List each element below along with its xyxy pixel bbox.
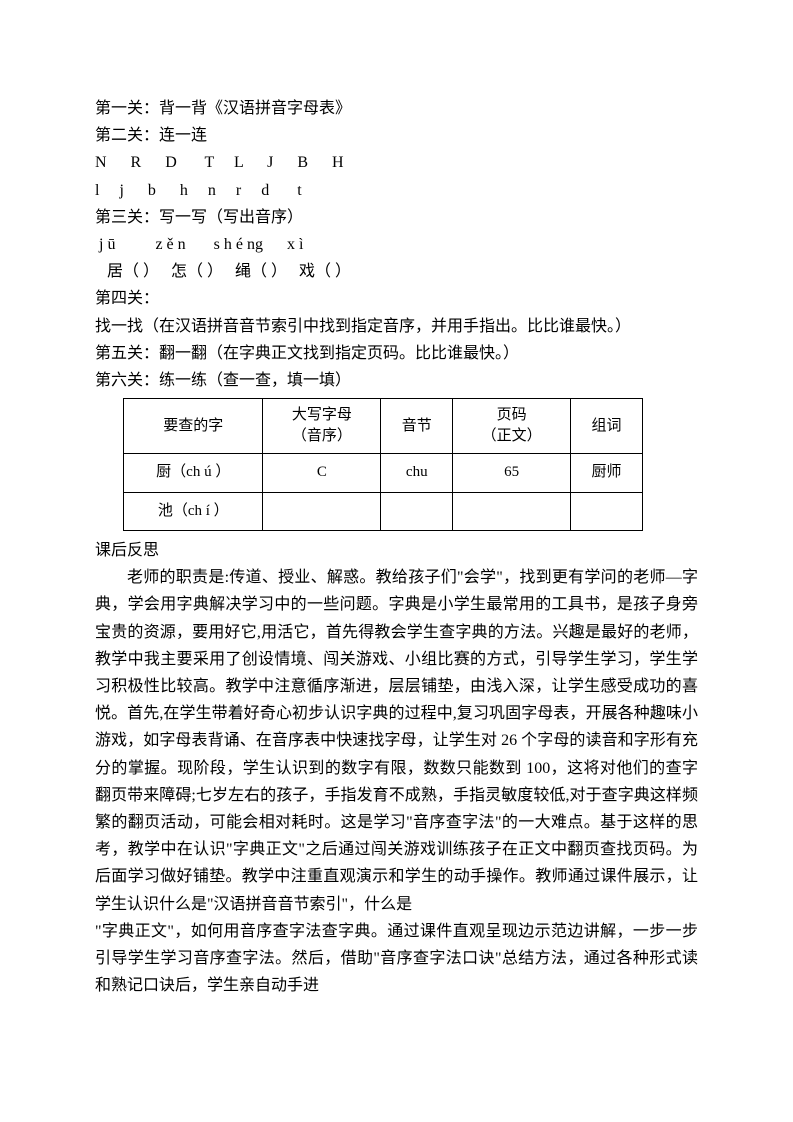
cell-syllable [381, 492, 453, 531]
table-row: 厨（ch ú ） C chu 65 厨师 [124, 454, 643, 493]
reflection-paragraph-2: "字典正文"，如何用音序查字法查字典。通过课件直观呈现边示范边讲解，一步一步引导… [95, 918, 698, 1000]
th-page: 页码 （正文） [453, 399, 571, 454]
cell-char: 池（ch í ） [124, 492, 263, 531]
level5-title: 第五关：翻一翻（在字典正文找到指定页码。比比谁最快。） [95, 340, 698, 367]
th-page-line1: 页码 [497, 407, 527, 423]
cell-letter: C [263, 454, 381, 493]
level4-title: 第四关： [95, 285, 698, 312]
table-header-row: 要查的字 大写字母 （音序） 音节 页码 （正文） 组词 [124, 399, 643, 454]
cell-page [453, 492, 571, 531]
th-syllable: 音节 [381, 399, 453, 454]
th-char: 要查的字 [124, 399, 263, 454]
level1-title: 第一关：背一背《汉语拼音字母表》 [95, 95, 698, 122]
table-row: 池（ch í ） [124, 492, 643, 531]
level2-title: 第二关：连一连 [95, 122, 698, 149]
level4-desc: 找一找（在汉语拼音音节索引中找到指定音序，并用手指出。比比谁最快。） [95, 313, 698, 340]
cell-syllable: chu [381, 454, 453, 493]
cell-word [571, 492, 643, 531]
reflection-title: 课后反思 [95, 537, 698, 564]
th-letter-line2: （音序） [292, 428, 352, 444]
cell-page: 65 [453, 454, 571, 493]
lookup-table: 要查的字 大写字母 （音序） 音节 页码 （正文） 组词 厨（ch ú ） C … [123, 398, 643, 531]
cell-word: 厨师 [571, 454, 643, 493]
lowercase-row: l j b h n r d t [95, 177, 698, 204]
th-page-line2: （正文） [482, 428, 542, 444]
th-word: 组词 [571, 399, 643, 454]
th-letter-line1: 大写字母 [292, 407, 352, 423]
level3-title: 第三关：写一写（写出音序） [95, 204, 698, 231]
cell-char: 厨（ch ú ） [124, 454, 263, 493]
uppercase-row: N R D T L J B H [95, 149, 698, 176]
blank-row: 居（ ） 怎（ ） 绳（ ） 戏（ ） [95, 258, 698, 285]
level6-title: 第六关：练一练（查一查，填一填） [95, 367, 698, 394]
pinyin-row: j ū z ě n s h é ng x ì [95, 231, 698, 258]
reflection-paragraph-1: 老师的职责是:传道、授业、解惑。教给孩子们"会学"，找到更有学问的老师—字典，学… [95, 564, 698, 917]
th-letter: 大写字母 （音序） [263, 399, 381, 454]
cell-letter [263, 492, 381, 531]
